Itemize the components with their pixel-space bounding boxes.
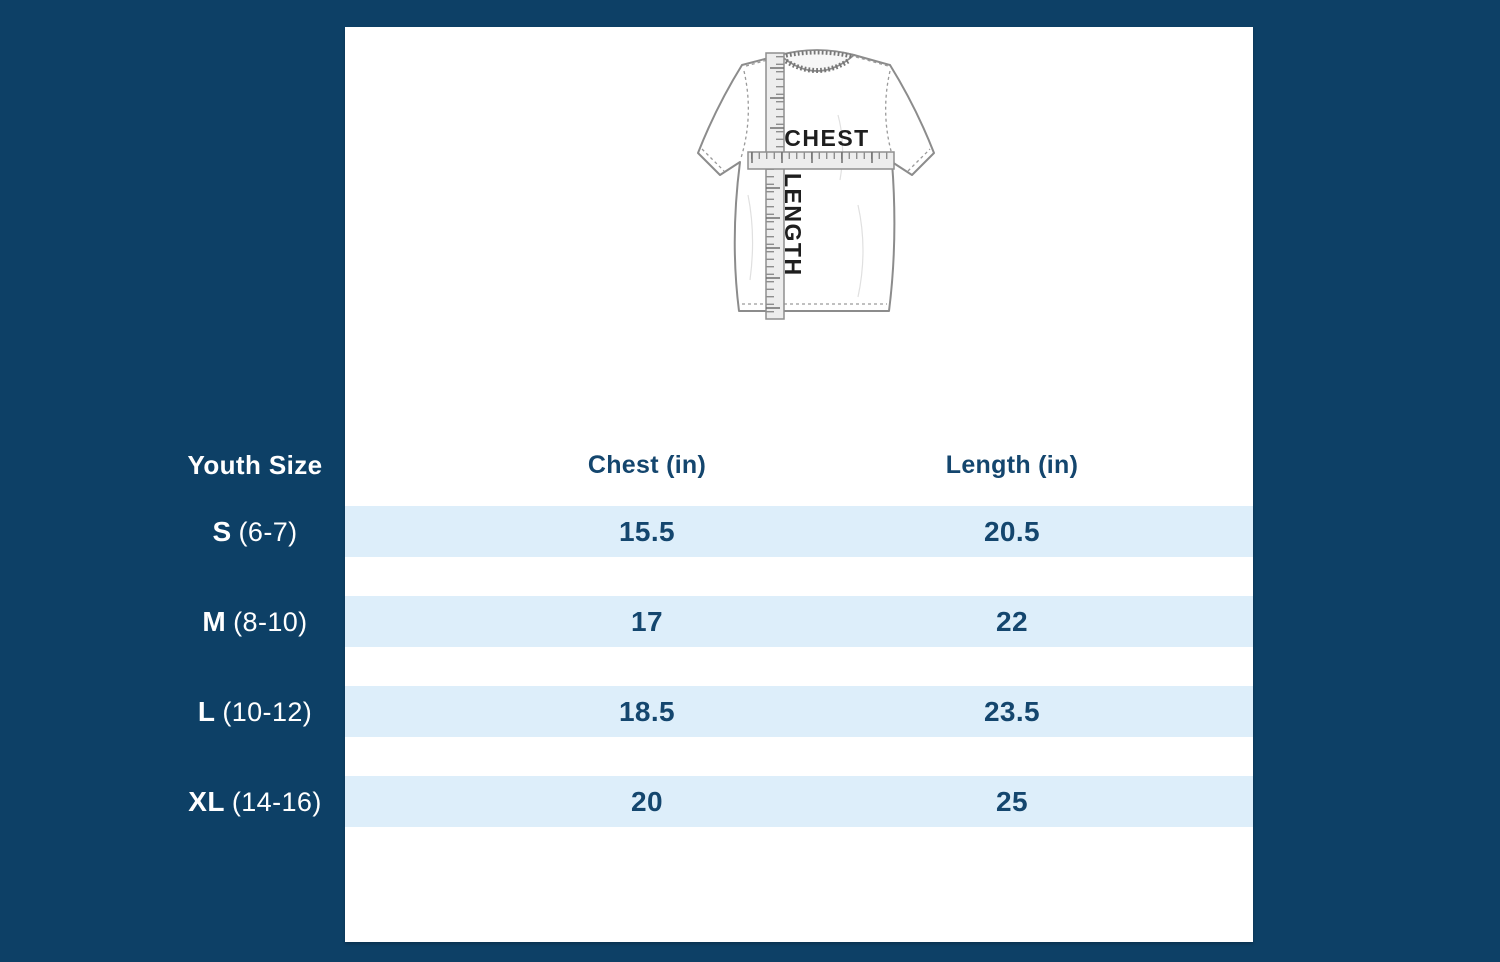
size-letter: XL bbox=[188, 785, 225, 817]
col-header-youth-size: Youth Size bbox=[105, 440, 405, 490]
row-stripe bbox=[345, 506, 1253, 557]
chest-value-m: 17 bbox=[497, 596, 797, 647]
length-value: 23.5 bbox=[983, 695, 1041, 727]
row-stripe bbox=[345, 686, 1253, 737]
size-cell-xl: XL (14-16) bbox=[105, 776, 405, 827]
size-range: (14-16) bbox=[231, 786, 322, 817]
length-value-s: 20.5 bbox=[862, 506, 1162, 557]
chest-measure-label: CHEST bbox=[784, 125, 869, 151]
col-header-chest-label: Chest (in) bbox=[587, 450, 707, 479]
row-stripe bbox=[345, 776, 1253, 827]
table-row-l: L (10-12) 18.5 23.5 bbox=[0, 686, 1500, 737]
col-header-length-label: Length (in) bbox=[945, 450, 1079, 479]
table-row-m: M (8-10) 17 22 bbox=[0, 596, 1500, 647]
col-header-length: Length (in) bbox=[862, 440, 1162, 490]
table-row-s: S (6-7) 15.5 20.5 bbox=[0, 506, 1500, 557]
size-letter: L bbox=[197, 695, 216, 727]
chest-value-s: 15.5 bbox=[497, 506, 797, 557]
chest-value: 18.5 bbox=[618, 695, 676, 727]
length-ruler bbox=[765, 52, 785, 320]
size-letter: M bbox=[202, 605, 227, 637]
chest-ruler bbox=[747, 151, 895, 170]
size-cell-s: S (6-7) bbox=[105, 506, 405, 557]
size-cell-l: L (10-12) bbox=[105, 686, 405, 737]
tshirt-body bbox=[697, 49, 935, 312]
size-range: (10-12) bbox=[222, 696, 313, 727]
chest-value: 15.5 bbox=[618, 515, 676, 547]
length-value-xl: 25 bbox=[862, 776, 1162, 827]
table-header-row: Youth Size Chest (in) Length (in) bbox=[0, 440, 1500, 490]
col-header-youth-size-label: Youth Size bbox=[187, 449, 323, 480]
length-value-l: 23.5 bbox=[862, 686, 1162, 737]
length-value: 25 bbox=[996, 785, 1028, 817]
size-cell-m: M (8-10) bbox=[105, 596, 405, 647]
table-row-xl: XL (14-16) 20 25 bbox=[0, 776, 1500, 827]
size-letter: S bbox=[212, 515, 232, 547]
chest-value-xl: 20 bbox=[497, 776, 797, 827]
length-value-m: 22 bbox=[862, 596, 1162, 647]
row-stripe bbox=[345, 596, 1253, 647]
length-measure-label: LENGTH bbox=[780, 173, 806, 277]
chest-value-l: 18.5 bbox=[497, 686, 797, 737]
size-range: (8-10) bbox=[233, 606, 308, 637]
size-range: (6-7) bbox=[238, 516, 298, 547]
col-header-chest: Chest (in) bbox=[497, 440, 797, 490]
chest-value: 20 bbox=[631, 785, 663, 817]
length-value: 22 bbox=[996, 605, 1028, 637]
tshirt-svg: CHEST LENGTH bbox=[697, 49, 935, 320]
tshirt-illustration: CHEST LENGTH bbox=[690, 45, 945, 330]
length-value: 20.5 bbox=[983, 515, 1041, 547]
chest-value: 17 bbox=[631, 605, 663, 637]
